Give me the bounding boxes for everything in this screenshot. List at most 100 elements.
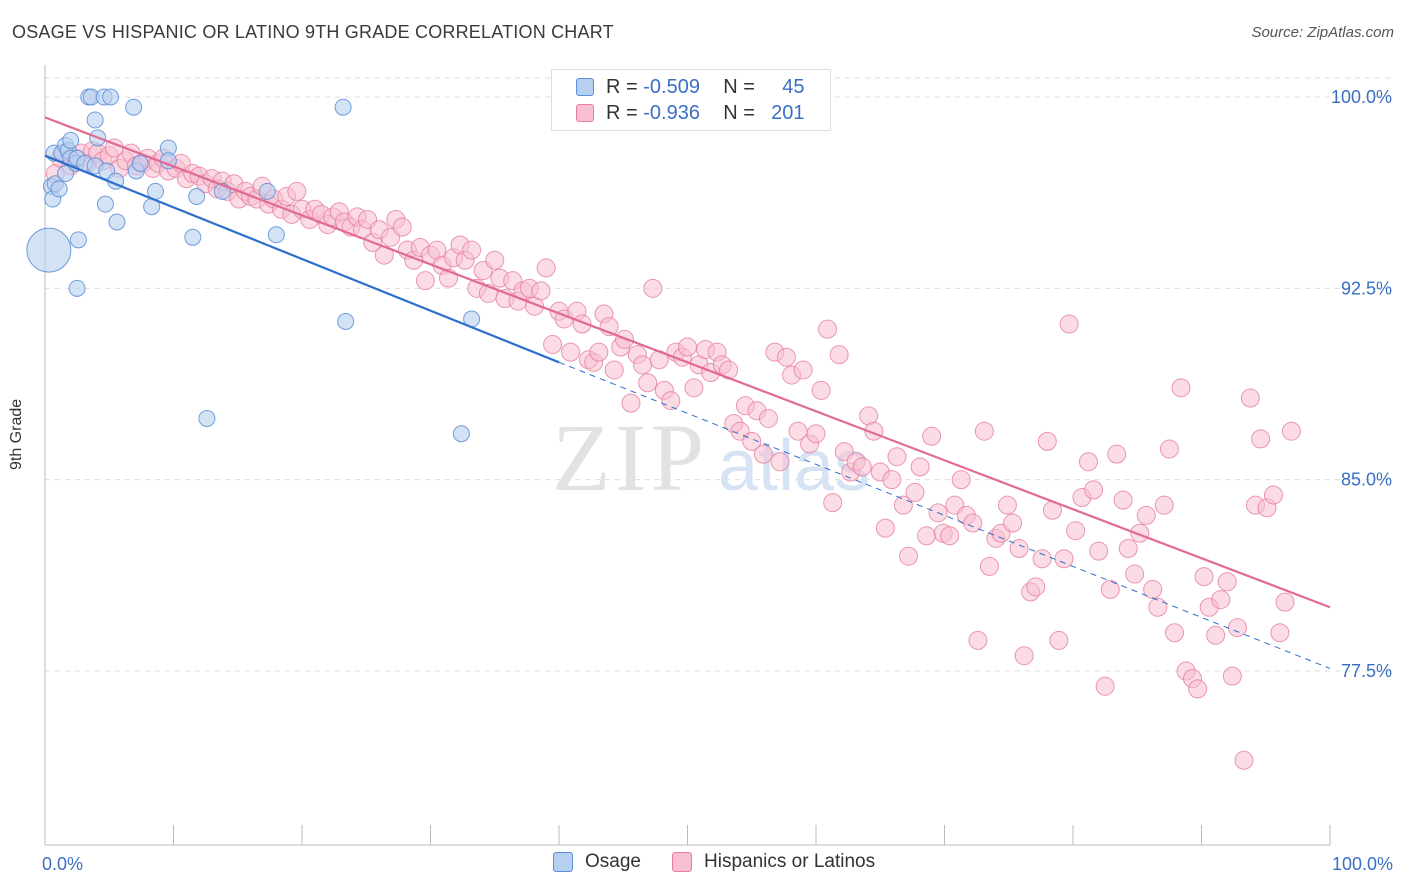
- osage-point: [102, 88, 120, 106]
- hispanic-point: [1217, 572, 1237, 592]
- hispanic-point: [1009, 539, 1029, 559]
- legend-row-osage: R = -0.509 N = 45: [576, 75, 805, 99]
- osage-n-label: N =: [723, 75, 755, 98]
- chart-title: OSAGE VS HISPANIC OR LATINO 9TH GRADE CO…: [12, 22, 614, 42]
- hispanic-point: [905, 482, 925, 502]
- osage-point: [68, 279, 86, 297]
- hispanic-point: [678, 337, 697, 357]
- hispanic-point: [811, 380, 831, 400]
- hispanic-point: [1206, 625, 1226, 645]
- osage-point: [69, 231, 87, 249]
- legend-item-osage[interactable]: Osage: [553, 851, 641, 873]
- osage-point: [258, 182, 276, 200]
- hispanic-point: [1270, 623, 1290, 643]
- hispanic-point: [1130, 523, 1150, 543]
- hispanic-swatch: [576, 104, 594, 122]
- hispanic-point: [823, 493, 843, 513]
- hispanic-point: [643, 278, 663, 298]
- hispanic-point: [940, 526, 960, 546]
- osage-trendline: [44, 154, 560, 364]
- hispanic-point: [882, 470, 902, 490]
- hispanic-point: [875, 518, 895, 538]
- hispanic-point: [753, 444, 773, 464]
- hispanic-point: [1059, 314, 1079, 334]
- osage-point: [198, 409, 216, 427]
- source-label: Source: ZipAtlas.com: [1251, 24, 1394, 41]
- osage-legend-swatch: [553, 852, 573, 872]
- hispanic-point: [462, 240, 482, 260]
- hispanic-point: [392, 217, 412, 237]
- hispanic-point: [1113, 490, 1133, 510]
- hispanic-n-label: N =: [723, 101, 755, 124]
- hispanic-point: [1032, 549, 1052, 569]
- hispanic-point: [1125, 564, 1145, 584]
- hispanic-point: [1281, 421, 1301, 441]
- osage-point: [57, 165, 75, 183]
- y-tick-label: 100.0%: [1331, 87, 1392, 107]
- hispanic-point: [604, 360, 624, 380]
- hispanic-point: [951, 470, 971, 490]
- osage-point: [125, 98, 143, 116]
- hispanic-point: [1084, 480, 1104, 500]
- hispanic-point: [543, 334, 563, 354]
- y-tick-label: 85.0%: [1341, 470, 1392, 490]
- legend-row-hispanic: R = -0.936 N = 201: [576, 101, 805, 125]
- watermark-zip: ZIP: [552, 404, 708, 511]
- hispanic-point: [1211, 590, 1231, 610]
- hispanic-point: [1095, 676, 1115, 696]
- hispanic-r-label: R =: [606, 101, 638, 124]
- hispanic-point: [852, 457, 872, 477]
- hispanic-point: [979, 556, 999, 576]
- hispanic-point: [415, 271, 435, 291]
- hispanic-point: [684, 378, 704, 398]
- hispanic-point: [1026, 577, 1046, 597]
- hispanic-point: [829, 345, 849, 365]
- hispanic-point: [561, 342, 581, 362]
- hispanic-point: [776, 347, 796, 367]
- hispanic-r-value: -0.936: [643, 101, 700, 124]
- hispanic-point: [1251, 429, 1271, 449]
- series-legend: Osage Hispanics or Latinos: [0, 851, 1406, 879]
- hispanic-point: [806, 424, 826, 444]
- hispanic-point: [1194, 567, 1214, 587]
- hispanic-legend-swatch: [672, 852, 692, 872]
- hispanic-point: [661, 391, 681, 411]
- osage-point: [337, 312, 355, 330]
- hispanic-point: [589, 342, 609, 362]
- hispanic-point: [536, 258, 556, 278]
- hispanic-point: [1275, 592, 1295, 612]
- hispanic-point: [1118, 539, 1138, 559]
- osage-point: [86, 111, 104, 129]
- hispanic-legend-label: Hispanics or Latinos: [704, 851, 876, 872]
- osage-n-value: 45: [782, 75, 805, 98]
- hispanic-point: [638, 373, 658, 393]
- x-tick-label-max: 100.0%: [1332, 854, 1393, 874]
- hispanic-point: [968, 630, 988, 650]
- hispanic-point: [1089, 541, 1109, 561]
- hispanic-point: [1165, 623, 1185, 643]
- hispanic-point: [922, 426, 942, 446]
- osage-point: [267, 226, 285, 244]
- hispanic-point: [917, 526, 937, 546]
- legend-item-hispanic[interactable]: Hispanics or Latinos: [672, 851, 875, 873]
- hispanic-point: [531, 281, 551, 301]
- hispanic-point: [1188, 679, 1208, 699]
- hispanic-point: [287, 181, 307, 201]
- hispanic-point: [1049, 630, 1069, 650]
- hispanic-point: [974, 421, 994, 441]
- osage-point: [96, 195, 114, 213]
- osage-point: [188, 187, 206, 205]
- hispanic-point: [1066, 521, 1086, 541]
- hispanic-point: [1222, 666, 1242, 686]
- hispanic-point: [1171, 378, 1191, 398]
- hispanic-point: [1100, 579, 1120, 599]
- osage-point: [452, 425, 470, 443]
- hispanic-point: [633, 355, 653, 375]
- hispanic-point: [1234, 750, 1254, 770]
- hispanic-point: [1227, 618, 1247, 638]
- hispanic-point: [1014, 646, 1034, 666]
- hispanic-point: [621, 393, 641, 413]
- osage-point: [62, 131, 80, 149]
- stats-legend: R = -0.509 N = 45 R = -0.936 N = 201: [551, 69, 831, 131]
